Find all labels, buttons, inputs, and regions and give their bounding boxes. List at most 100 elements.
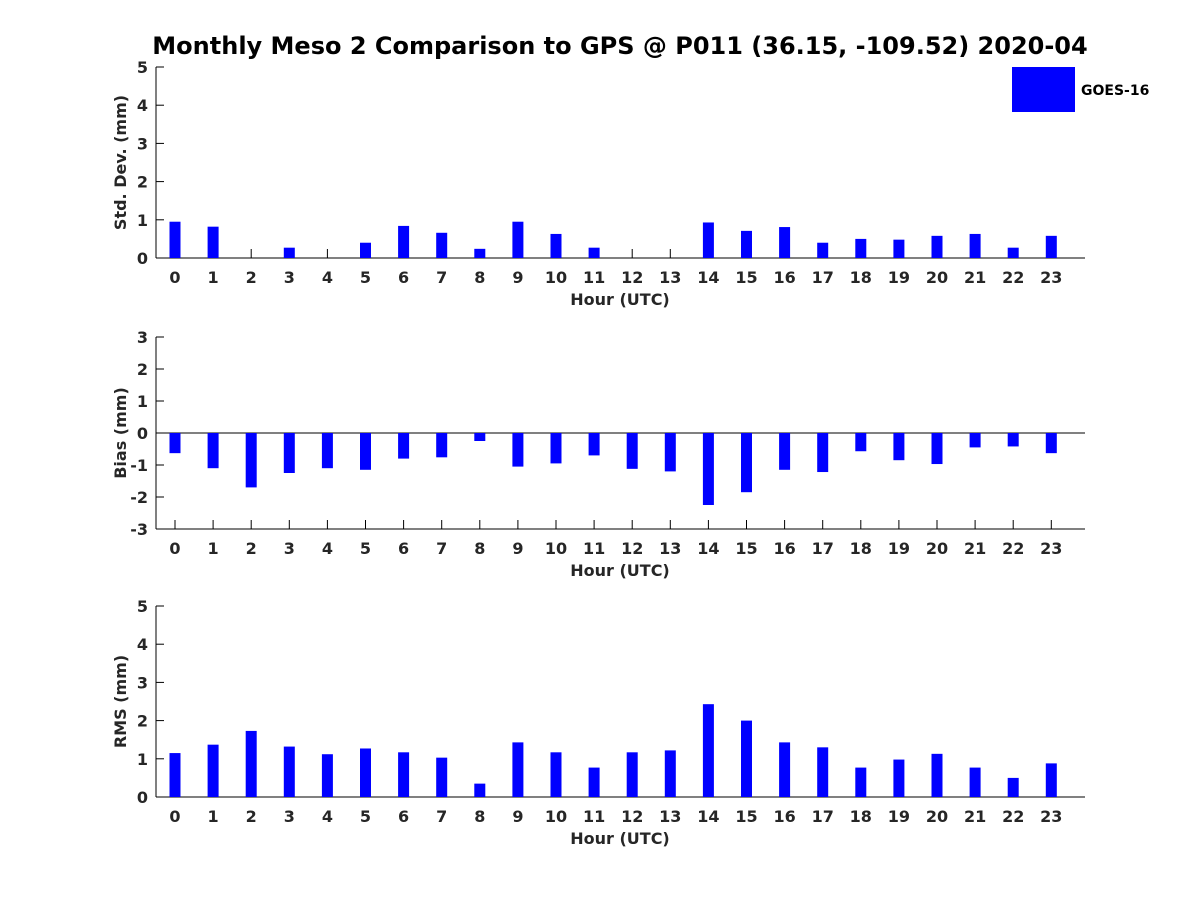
y-tick-label: -2	[130, 488, 148, 507]
y-tick-label: 3	[137, 673, 148, 692]
x-tick-label: 23	[1040, 539, 1062, 558]
x-tick-label: 10	[545, 539, 567, 558]
bar	[283, 746, 295, 797]
x-tick-label: 15	[735, 268, 757, 287]
y-tick-label: 0	[137, 788, 148, 807]
bar	[855, 238, 867, 258]
x-tick-label: 15	[735, 539, 757, 558]
bar	[969, 233, 981, 258]
x-tick-label: 11	[583, 807, 605, 826]
bar	[588, 247, 600, 258]
x-tick-label: 19	[888, 807, 910, 826]
x-tick-label: 22	[1002, 539, 1024, 558]
x-tick-label: 10	[545, 807, 567, 826]
bar	[1045, 433, 1057, 454]
bar	[702, 222, 714, 258]
y-tick-label: 2	[137, 712, 148, 731]
x-tick-label: 5	[360, 539, 371, 558]
bar	[321, 433, 333, 469]
bar	[207, 226, 219, 258]
x-tick-label: 4	[322, 807, 333, 826]
bar	[512, 221, 524, 258]
x-tick-label: 3	[284, 807, 295, 826]
x-tick-label: 4	[322, 268, 333, 287]
x-tick-label: 20	[926, 268, 948, 287]
x-tick-label: 18	[850, 539, 872, 558]
bar	[169, 433, 181, 454]
x-tick-label: 14	[697, 807, 719, 826]
bar	[398, 433, 410, 459]
x-tick-label: 23	[1040, 268, 1062, 287]
bar	[588, 767, 600, 797]
legend-swatch	[1012, 67, 1075, 112]
bar	[550, 433, 562, 464]
bar	[741, 720, 752, 797]
bar	[474, 248, 486, 258]
x-tick-label: 7	[436, 268, 447, 287]
bar	[893, 239, 905, 258]
x-tick-label: 20	[926, 539, 948, 558]
bar	[588, 433, 600, 456]
y-axis-label: Bias (mm)	[111, 387, 130, 479]
x-tick-label: 9	[512, 539, 523, 558]
x-tick-label: 6	[398, 539, 409, 558]
bar	[741, 433, 752, 493]
x-tick-label: 6	[398, 268, 409, 287]
bar	[245, 730, 257, 797]
x-tick-label: 16	[773, 268, 795, 287]
x-axis-label: Hour (UTC)	[570, 290, 670, 309]
bar	[626, 433, 638, 469]
bar	[398, 225, 410, 258]
bar	[550, 752, 562, 797]
legend: GOES-16	[1012, 67, 1149, 112]
bar	[169, 753, 181, 797]
x-tick-label: 5	[360, 268, 371, 287]
bar	[931, 753, 943, 797]
x-tick-label: 21	[964, 268, 986, 287]
x-tick-label: 8	[474, 539, 485, 558]
x-tick-label: 1	[208, 539, 219, 558]
x-tick-label: 1	[208, 807, 219, 826]
x-tick-label: 21	[964, 807, 986, 826]
x-tick-label: 22	[1002, 268, 1024, 287]
x-tick-label: 2	[246, 268, 257, 287]
x-tick-label: 3	[284, 539, 295, 558]
x-tick-label: 11	[583, 539, 605, 558]
x-tick-label: 5	[360, 807, 371, 826]
bar	[512, 433, 524, 467]
bar	[1007, 433, 1019, 447]
x-tick-label: 23	[1040, 807, 1062, 826]
bar	[169, 221, 181, 258]
chart-title: Monthly Meso 2 Comparison to GPS @ P011 …	[152, 32, 1087, 60]
bar	[817, 433, 829, 473]
bar	[1007, 247, 1019, 258]
bar	[817, 747, 829, 797]
x-tick-label: 13	[659, 807, 681, 826]
bar	[283, 433, 295, 473]
bar	[398, 752, 410, 797]
y-tick-label: 5	[137, 597, 148, 616]
bar	[893, 759, 905, 797]
x-tick-label: 12	[621, 539, 643, 558]
x-tick-label: 6	[398, 807, 409, 826]
x-tick-label: 17	[812, 539, 834, 558]
bar	[931, 235, 943, 258]
x-tick-label: 2	[246, 539, 257, 558]
x-axis-label: Hour (UTC)	[570, 829, 670, 848]
x-tick-label: 13	[659, 268, 681, 287]
bar	[550, 233, 562, 258]
x-tick-label: 9	[512, 807, 523, 826]
x-tick-label: 3	[284, 268, 295, 287]
x-tick-label: 20	[926, 807, 948, 826]
bar	[969, 767, 981, 797]
bar	[436, 433, 448, 458]
x-axis-label: Hour (UTC)	[570, 561, 670, 580]
bar	[931, 433, 943, 465]
bar	[702, 433, 714, 505]
y-axis-label: Std. Dev. (mm)	[111, 95, 130, 230]
bar	[360, 242, 371, 258]
